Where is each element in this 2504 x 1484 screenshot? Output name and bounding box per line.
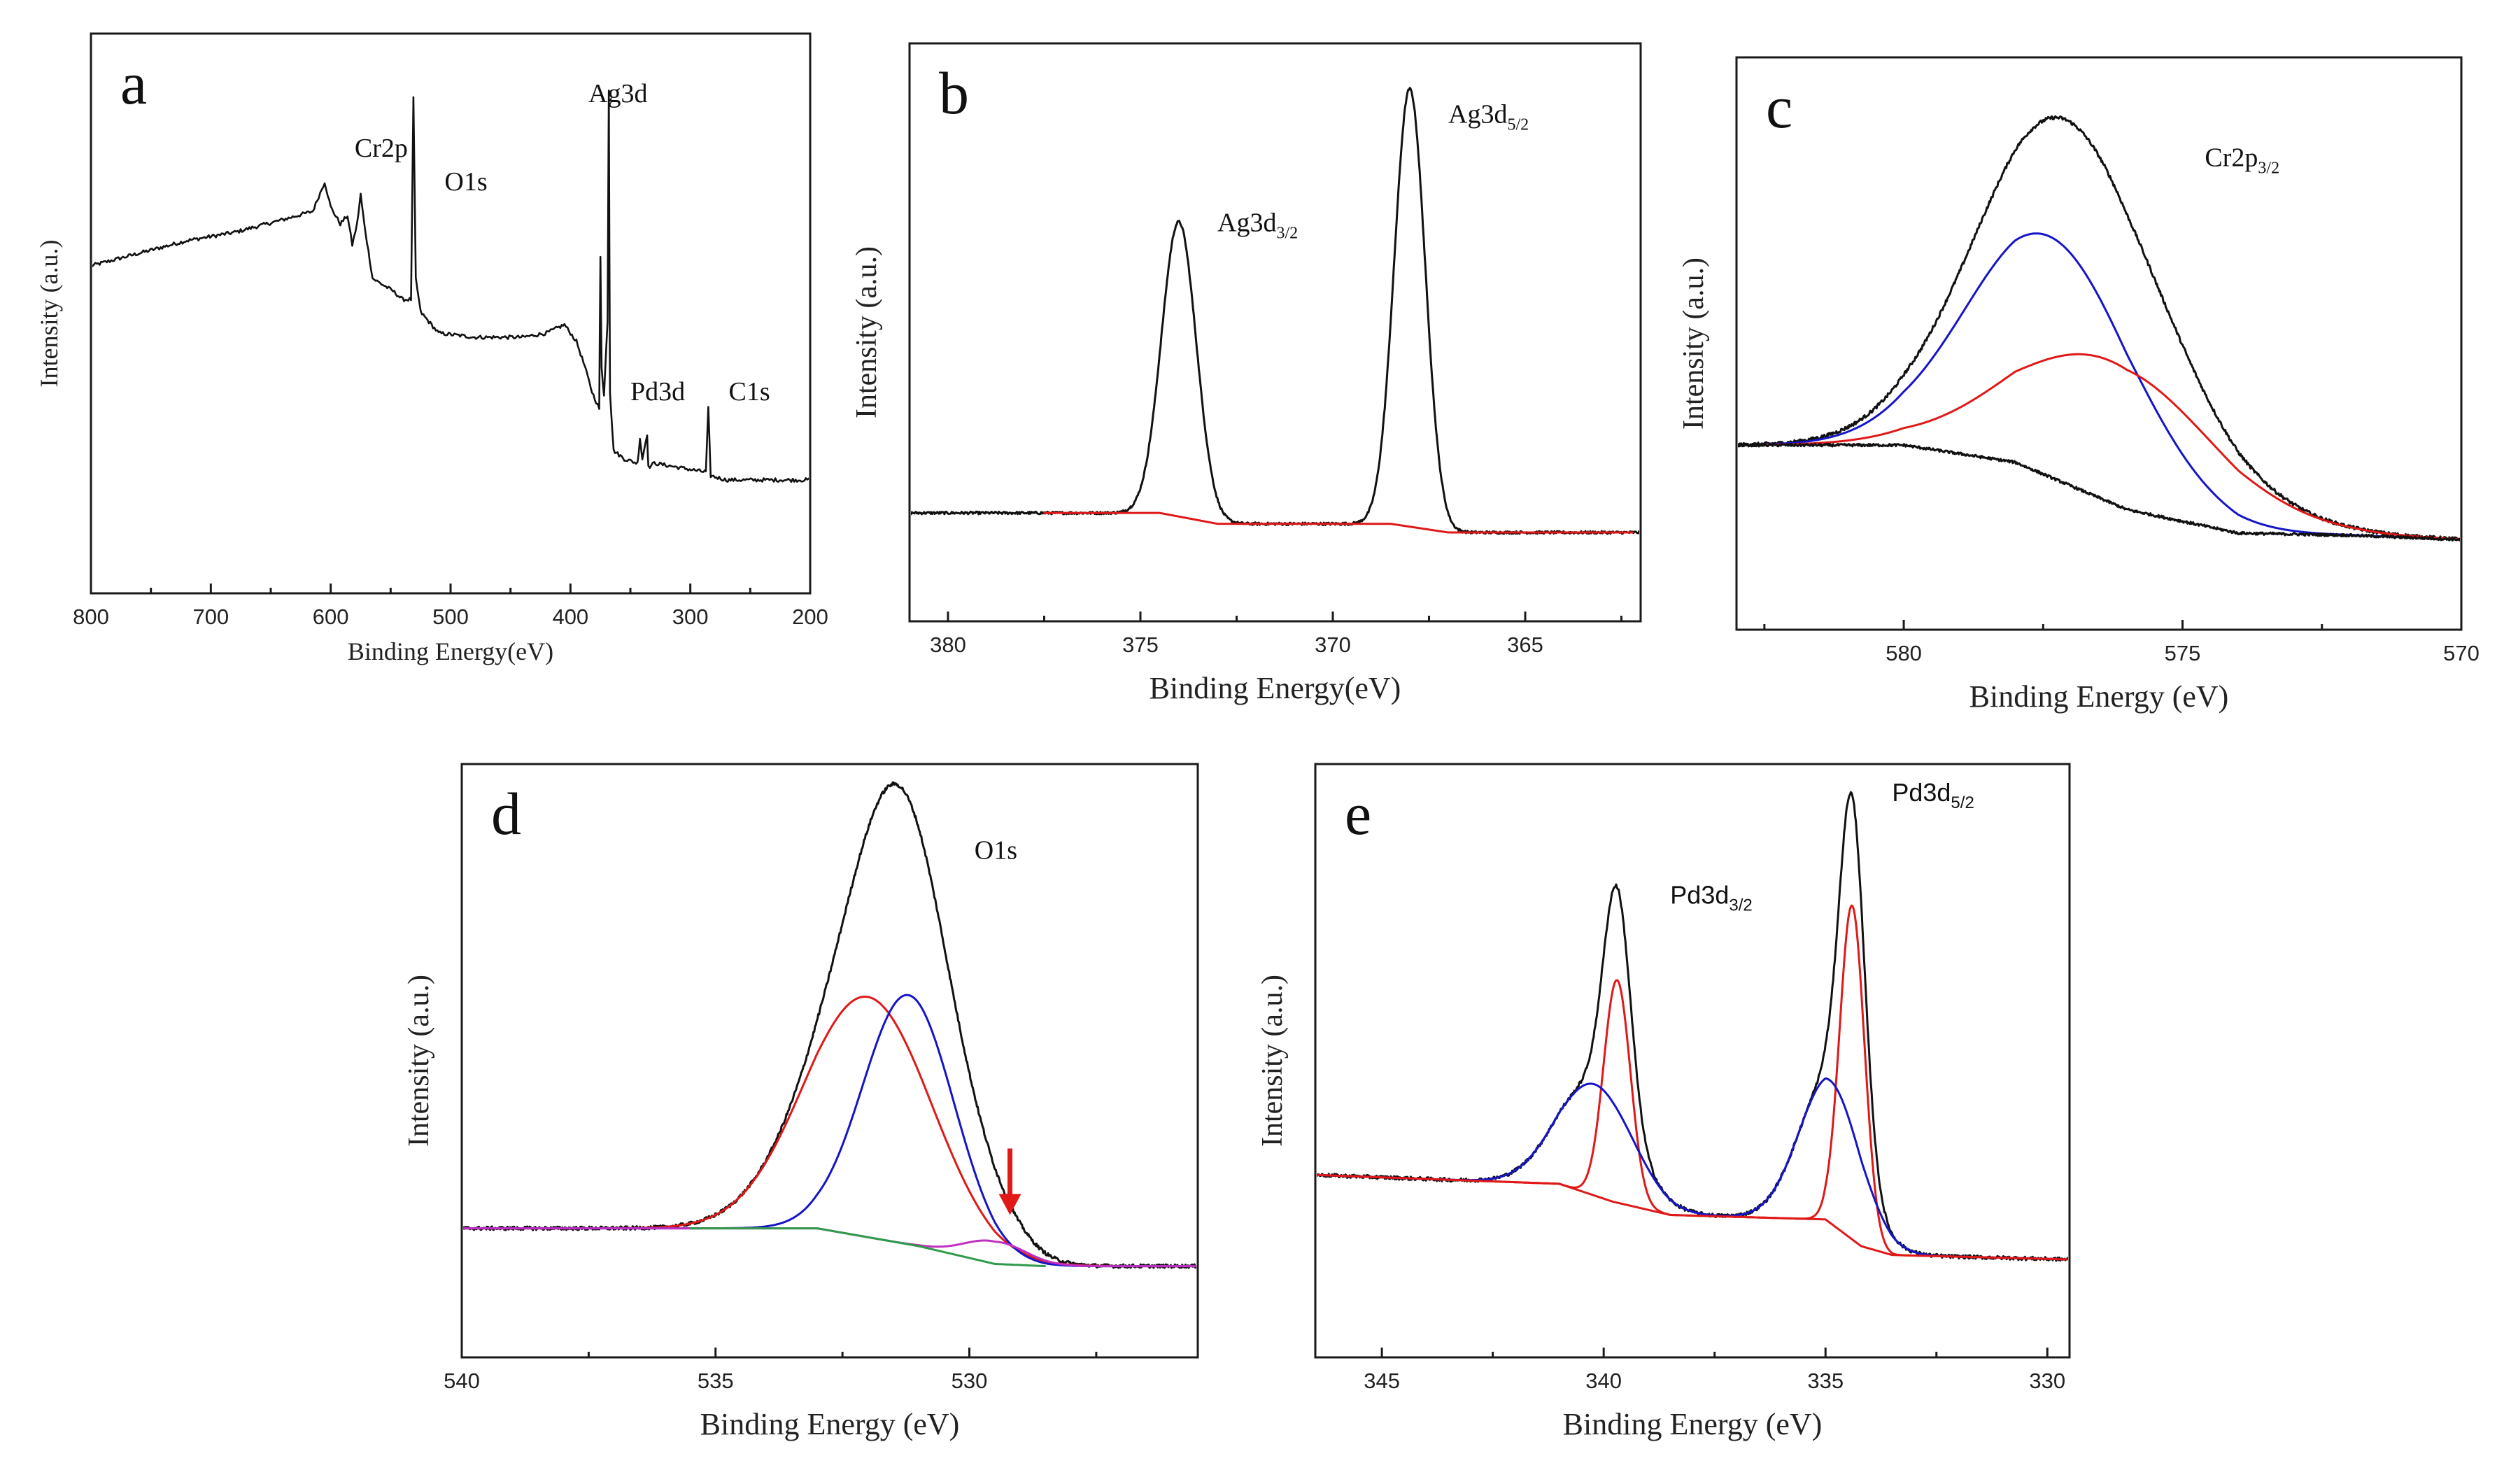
peak-label: Cr2p3/2 <box>2205 143 2279 177</box>
x-tick-label: 700 <box>192 605 229 629</box>
red-arrow-icon <box>998 1148 1021 1215</box>
series-d-green-4 <box>689 1227 1046 1268</box>
panel-label: e <box>1345 780 1371 847</box>
x-axis-title: Binding Energy (eV) <box>1563 1407 1823 1441</box>
peak-label: Ag3d3/2 <box>1217 208 1298 242</box>
x-tick-label: 380 <box>930 633 966 657</box>
peak-label: Pd3d <box>630 377 685 407</box>
panel-label: a <box>120 50 147 117</box>
series-d-magenta-3 <box>463 1227 1196 1268</box>
x-tick-label: 575 <box>2165 641 2201 665</box>
plot-area-e <box>1317 791 2068 1262</box>
plot-frame-d <box>460 763 1199 1359</box>
x-tick-label: 335 <box>1807 1369 1844 1393</box>
x-tick-label: 580 <box>1886 641 1922 665</box>
plot-frame-e <box>1314 763 2071 1359</box>
x-tick-label: 535 <box>698 1369 734 1393</box>
series-e-black-0 <box>1317 791 2068 1262</box>
x-tick-label: 330 <box>2029 1369 2065 1393</box>
plot-area-d <box>463 781 1196 1269</box>
series-b-red-1 <box>1043 511 1634 534</box>
panel-b: 380 375 370 365 Binding Energy(eV) Intensity … <box>851 42 1642 705</box>
y-axis-title: Intensity (a.u.) <box>1678 257 1710 430</box>
x-tick-label: 530 <box>952 1369 988 1393</box>
series-e-blue-2 <box>1317 1077 2068 1261</box>
peak-label: O1s <box>444 167 487 197</box>
x-axis-title: Binding Energy (eV) <box>700 1407 960 1441</box>
x-tick-label: 365 <box>1507 633 1543 657</box>
series-c-blue-1 <box>1738 232 2460 541</box>
series-c-black-0 <box>1738 115 2460 542</box>
plot-area-a <box>92 90 809 483</box>
x-tick-label: 370 <box>1315 633 1351 657</box>
x-tick-label: 200 <box>792 605 828 629</box>
x-axis-title: Binding Energy(eV) <box>348 637 553 665</box>
plot-area-b <box>911 87 1639 535</box>
x-tick-label: 600 <box>313 605 349 629</box>
x-tick-label: 570 <box>2443 641 2480 665</box>
x-tick-label: 540 <box>444 1369 480 1393</box>
peak-label: O1s <box>975 836 1017 865</box>
x-axis-title: Binding Energy (eV) <box>1969 679 2229 714</box>
x-tick-label: 340 <box>1585 1369 1622 1393</box>
x-tick-label: 800 <box>73 605 109 629</box>
series-e-red-1 <box>1317 904 2068 1261</box>
y-axis-title: Intensity (a.u.) <box>1257 975 1289 1147</box>
panel-a: 800 700 600 500 400 300 200 Binding Energy(eV) I… <box>35 32 828 665</box>
series-d-black-0 <box>463 781 1196 1269</box>
plot-frame-b <box>908 42 1642 623</box>
panel-label: c <box>1766 73 1792 141</box>
panel-label: d <box>491 780 521 847</box>
panel-label: b <box>939 59 969 127</box>
x-tick-label: 300 <box>672 605 709 629</box>
x-tick-label: 400 <box>552 605 588 629</box>
x-tick-label: 375 <box>1122 633 1159 657</box>
series-b-black-0 <box>911 87 1639 535</box>
peak-label: C1s <box>728 377 770 407</box>
plot-frame-a <box>90 32 812 595</box>
series-a-black-0 <box>92 90 809 483</box>
peak-label: Pd3d5/2 <box>1892 778 1974 812</box>
panel-d: 540 535 530 Binding Energy (eV) Intensity (a… <box>403 763 1199 1441</box>
series-c-red-2 <box>1738 353 2460 541</box>
plot-frame-c <box>1735 56 2463 631</box>
y-axis-title: Intensity (a.u.) <box>851 246 883 418</box>
x-tick-label: 500 <box>432 605 469 629</box>
panel-c: 580 575 570 Binding Energy (eV) Intensity (a… <box>1678 56 2480 714</box>
panel-e: 345 340 335 330 Binding Energy (eV) Intensity… <box>1257 763 2071 1441</box>
peak-label: Ag3d <box>588 79 647 108</box>
series-e-red-3 <box>1317 1173 2068 1261</box>
series-c-black-3 <box>1738 442 2460 542</box>
y-axis-title: Intensity (a.u.) <box>35 240 63 388</box>
x-axis-title: Binding Energy(eV) <box>1150 671 1401 705</box>
peak-label: Pd3d3/2 <box>1670 880 1752 914</box>
peak-label: Cr2p <box>355 134 408 163</box>
series-d-red-1 <box>463 996 1196 1268</box>
plot-area-c <box>1738 115 2460 542</box>
peak-label: Ag3d5/2 <box>1448 100 1529 134</box>
x-tick-label: 345 <box>1364 1369 1400 1393</box>
y-axis-title: Intensity (a.u.) <box>403 975 435 1147</box>
series-d-blue-2 <box>463 994 1196 1268</box>
